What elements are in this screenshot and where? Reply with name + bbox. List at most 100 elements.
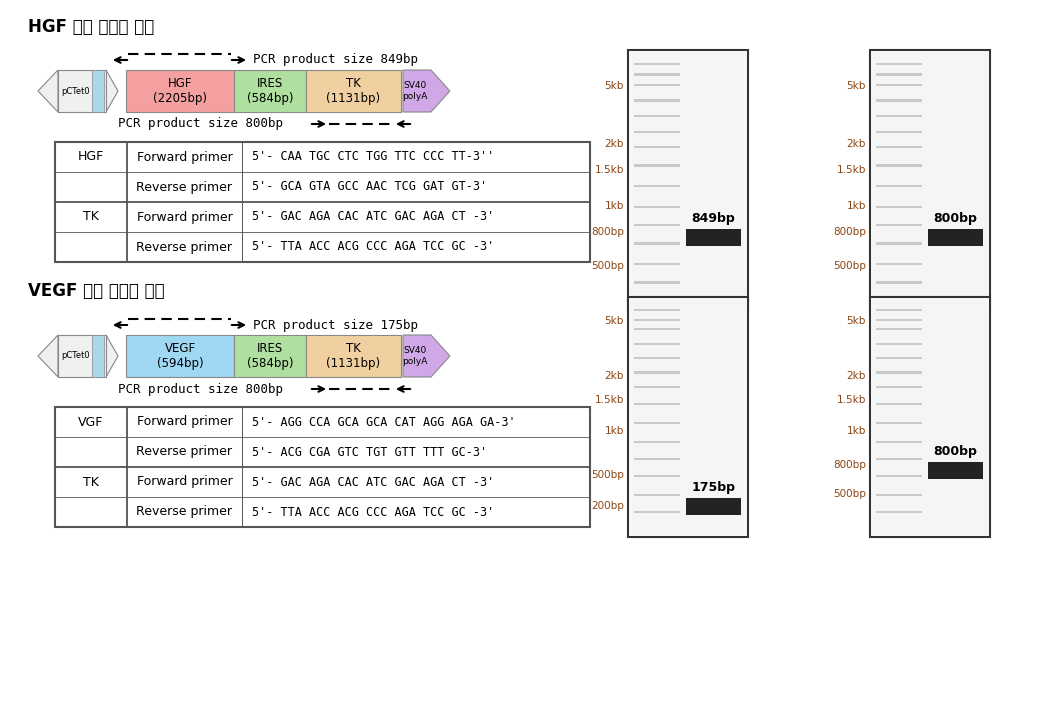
Text: 5'- GAC AGA CAC ATC GAC AGA CT -3': 5'- GAC AGA CAC ATC GAC AGA CT -3' [252, 475, 495, 488]
Bar [634, 328, 680, 331]
Text: VGF: VGF [79, 415, 103, 429]
Text: SV40
polyA: SV40 polyA [402, 346, 428, 366]
Text: HGF
(2205bp): HGF (2205bp) [153, 77, 207, 105]
Bar [876, 115, 921, 117]
Bar [876, 371, 921, 374]
Text: 849bp: 849bp [692, 212, 735, 225]
Text: 1kb: 1kb [847, 201, 866, 211]
Text: 500bp: 500bp [592, 261, 624, 271]
Bar [634, 457, 680, 460]
Text: SV40
polyA: SV40 polyA [402, 81, 428, 100]
Text: 1.5kb: 1.5kb [836, 165, 866, 175]
Text: 5'- ACG CGA GTC TGT GTT TTT GC-3': 5'- ACG CGA GTC TGT GTT TTT GC-3' [252, 445, 487, 458]
Bar [876, 73, 921, 75]
Bar [634, 185, 680, 187]
Text: 800bp: 800bp [833, 460, 866, 470]
Bar [628, 297, 748, 537]
Bar [126, 335, 234, 377]
Text: PCR product size 175bp: PCR product size 175bp [253, 318, 418, 331]
Bar [629, 298, 747, 536]
Bar [634, 115, 680, 117]
Text: TK: TK [83, 211, 99, 224]
Bar [92, 70, 104, 112]
Bar [92, 335, 104, 377]
Bar [634, 84, 680, 86]
Bar [634, 242, 680, 244]
Text: Reverse primer: Reverse primer [136, 240, 233, 254]
Bar [634, 164, 680, 166]
Text: HGF 도입 유전자 확인: HGF 도입 유전자 확인 [28, 18, 154, 36]
Bar [629, 51, 747, 309]
Bar [59, 70, 106, 112]
Bar [634, 511, 680, 513]
Bar [634, 281, 680, 284]
Text: TK: TK [83, 475, 99, 488]
Text: 1kb: 1kb [847, 427, 866, 437]
Text: 5kb: 5kb [847, 82, 866, 91]
Bar [870, 50, 990, 310]
Text: TK
(1131bp): TK (1131bp) [327, 342, 381, 370]
Polygon shape [38, 335, 59, 377]
Bar [634, 371, 680, 374]
Text: 500bp: 500bp [833, 489, 866, 499]
Bar [234, 335, 306, 377]
Bar [876, 475, 921, 477]
Bar [234, 70, 306, 112]
Bar [876, 242, 921, 244]
Bar [634, 475, 680, 477]
Text: 1.5kb: 1.5kb [595, 395, 624, 405]
Bar [876, 185, 921, 187]
Bar [876, 422, 921, 424]
Polygon shape [38, 70, 59, 112]
Text: 2kb: 2kb [604, 371, 624, 381]
Bar [928, 462, 983, 479]
Bar [634, 309, 680, 311]
Bar [634, 441, 680, 443]
Text: Reverse primer: Reverse primer [136, 505, 233, 518]
Text: 200bp: 200bp [592, 500, 624, 511]
Bar [876, 206, 921, 208]
Bar [634, 63, 680, 65]
Text: Forward primer: Forward primer [136, 415, 232, 429]
Bar [59, 335, 106, 377]
Text: 5kb: 5kb [847, 316, 866, 326]
Text: 5'- CAA TGC CTC TGG TTC CCC TT-3'': 5'- CAA TGC CTC TGG TTC CCC TT-3'' [252, 151, 495, 163]
Bar [876, 146, 921, 148]
Bar [876, 318, 921, 320]
Text: Reverse primer: Reverse primer [136, 181, 233, 194]
Bar [876, 343, 921, 345]
Bar [634, 403, 680, 405]
Bar [876, 84, 921, 86]
Text: 5kb: 5kb [604, 316, 624, 326]
Bar [685, 229, 741, 246]
Text: 175bp: 175bp [692, 481, 735, 494]
Polygon shape [106, 335, 118, 377]
Bar [871, 298, 990, 536]
Text: Forward primer: Forward primer [136, 475, 232, 488]
Polygon shape [403, 335, 450, 377]
Text: pCTet0: pCTet0 [62, 351, 90, 361]
Text: 2kb: 2kb [604, 138, 624, 148]
Text: 1.5kb: 1.5kb [836, 395, 866, 405]
Bar [306, 335, 401, 377]
Bar [876, 263, 921, 265]
Bar [634, 357, 680, 359]
Bar [634, 130, 680, 133]
Text: 5'- GAC AGA CAC ATC GAC AGA CT -3': 5'- GAC AGA CAC ATC GAC AGA CT -3' [252, 211, 495, 224]
Bar [876, 494, 921, 496]
Bar [876, 281, 921, 284]
Text: 800bp: 800bp [592, 227, 624, 237]
Bar [876, 100, 921, 102]
Text: 5kb: 5kb [604, 82, 624, 91]
Bar [634, 146, 680, 148]
Text: 800bp: 800bp [833, 227, 866, 237]
Bar [634, 386, 680, 388]
Bar [634, 206, 680, 208]
Bar [928, 229, 983, 246]
Bar [876, 441, 921, 443]
Bar [685, 498, 741, 515]
Bar [876, 328, 921, 331]
Bar [876, 164, 921, 166]
Text: pCTet0: pCTet0 [62, 87, 90, 95]
Text: 1.5kb: 1.5kb [595, 165, 624, 175]
